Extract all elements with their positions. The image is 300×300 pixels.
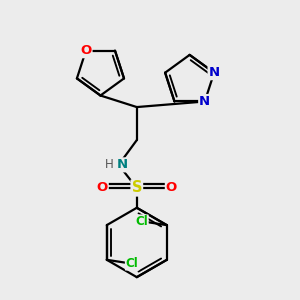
Text: N: N: [208, 66, 220, 79]
Text: N: N: [199, 95, 210, 108]
Text: H: H: [105, 158, 114, 171]
Text: Cl: Cl: [126, 256, 139, 270]
Text: O: O: [80, 44, 92, 57]
Text: O: O: [166, 182, 177, 194]
Text: O: O: [97, 182, 108, 194]
Text: S: S: [131, 181, 142, 196]
Text: N: N: [117, 158, 128, 171]
Text: Cl: Cl: [135, 215, 148, 228]
